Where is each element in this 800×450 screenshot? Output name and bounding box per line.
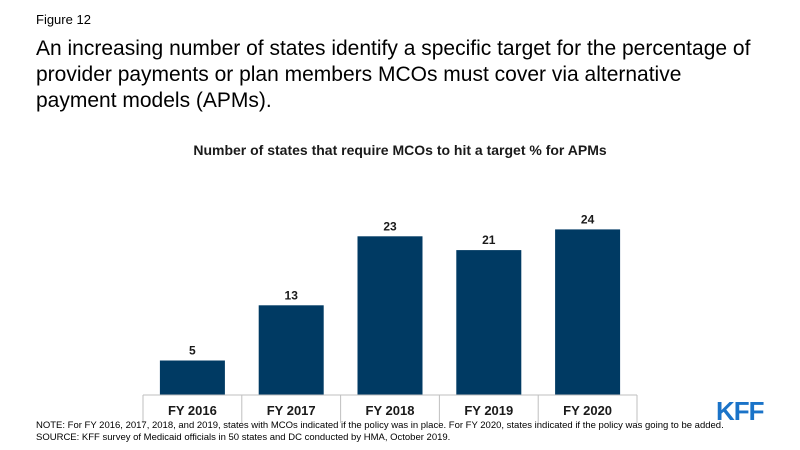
bar-fy-2019 <box>456 250 522 395</box>
data-label: 24 <box>581 212 595 226</box>
headline: An increasing number of states identify … <box>36 37 751 112</box>
bar-fy-2020 <box>555 229 621 395</box>
bar-fy-2016 <box>159 360 225 395</box>
data-label: 23 <box>383 219 397 233</box>
kff-logo: KFF <box>716 396 765 426</box>
x-tick-label: FY 2016 <box>168 403 217 418</box>
note-text: NOTE: For FY 2016, 2017, 2018, and 2019,… <box>36 420 724 431</box>
x-tick-label: FY 2020 <box>563 403 612 418</box>
x-tick-label: FY 2019 <box>464 403 513 418</box>
data-label: 21 <box>482 233 496 247</box>
figure-label: Figure 12 <box>36 12 91 27</box>
x-tick-label: FY 2018 <box>366 403 415 418</box>
footnote: NOTE: For FY 2016, 2017, 2018, and 2019,… <box>36 420 724 444</box>
data-label: 13 <box>285 288 299 302</box>
chart-title: Number of states that require MCOs to hi… <box>193 142 607 158</box>
bar-fy-2018 <box>357 236 423 395</box>
bar-fy-2017 <box>258 305 324 395</box>
data-label: 5 <box>189 344 196 358</box>
source-text: SOURCE: KFF survey of Medicaid officials… <box>36 432 451 443</box>
x-tick-label: FY 2017 <box>267 403 316 418</box>
